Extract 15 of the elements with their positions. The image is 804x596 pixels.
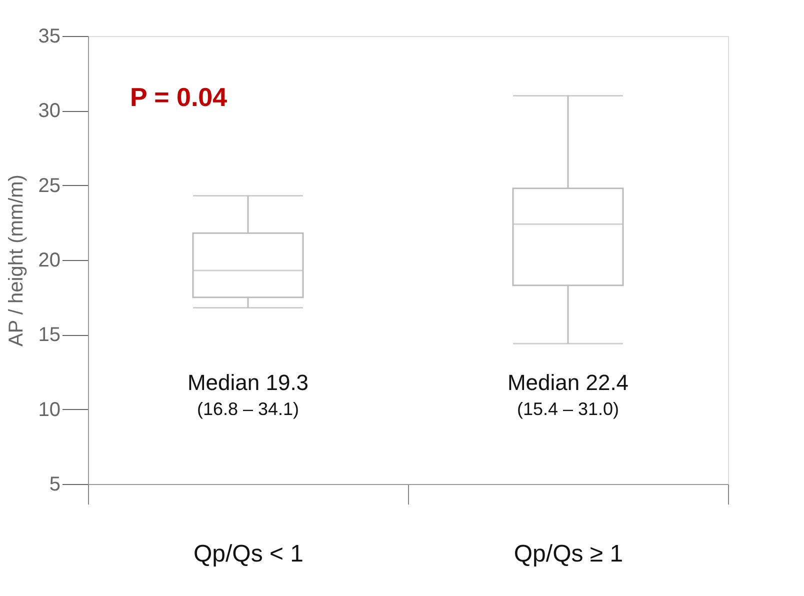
y-tick-label: 20: [38, 250, 60, 272]
annotation: Median 22.4: [507, 370, 629, 396]
y-tick-label: 30: [38, 100, 60, 122]
y-tick-label: 35: [38, 26, 60, 48]
y-tick-label: 15: [38, 324, 60, 346]
y-tick-label: 5: [49, 474, 60, 496]
annotation: (16.8 – 34.1): [196, 399, 300, 420]
annotation: P = 0.04: [130, 82, 228, 112]
y-axis-title: AP / height (mm/m): [5, 174, 28, 346]
annotation: (15.4 – 31.0): [516, 399, 620, 420]
y-tick-label: 25: [38, 174, 60, 197]
x-tick-label: Qp/Qs ≥ 1: [514, 540, 624, 568]
x-tick-label: Qp/Qs < 1: [193, 540, 304, 568]
annotation: Median 19.3: [187, 370, 309, 396]
y-tick-label: 10: [38, 398, 60, 421]
